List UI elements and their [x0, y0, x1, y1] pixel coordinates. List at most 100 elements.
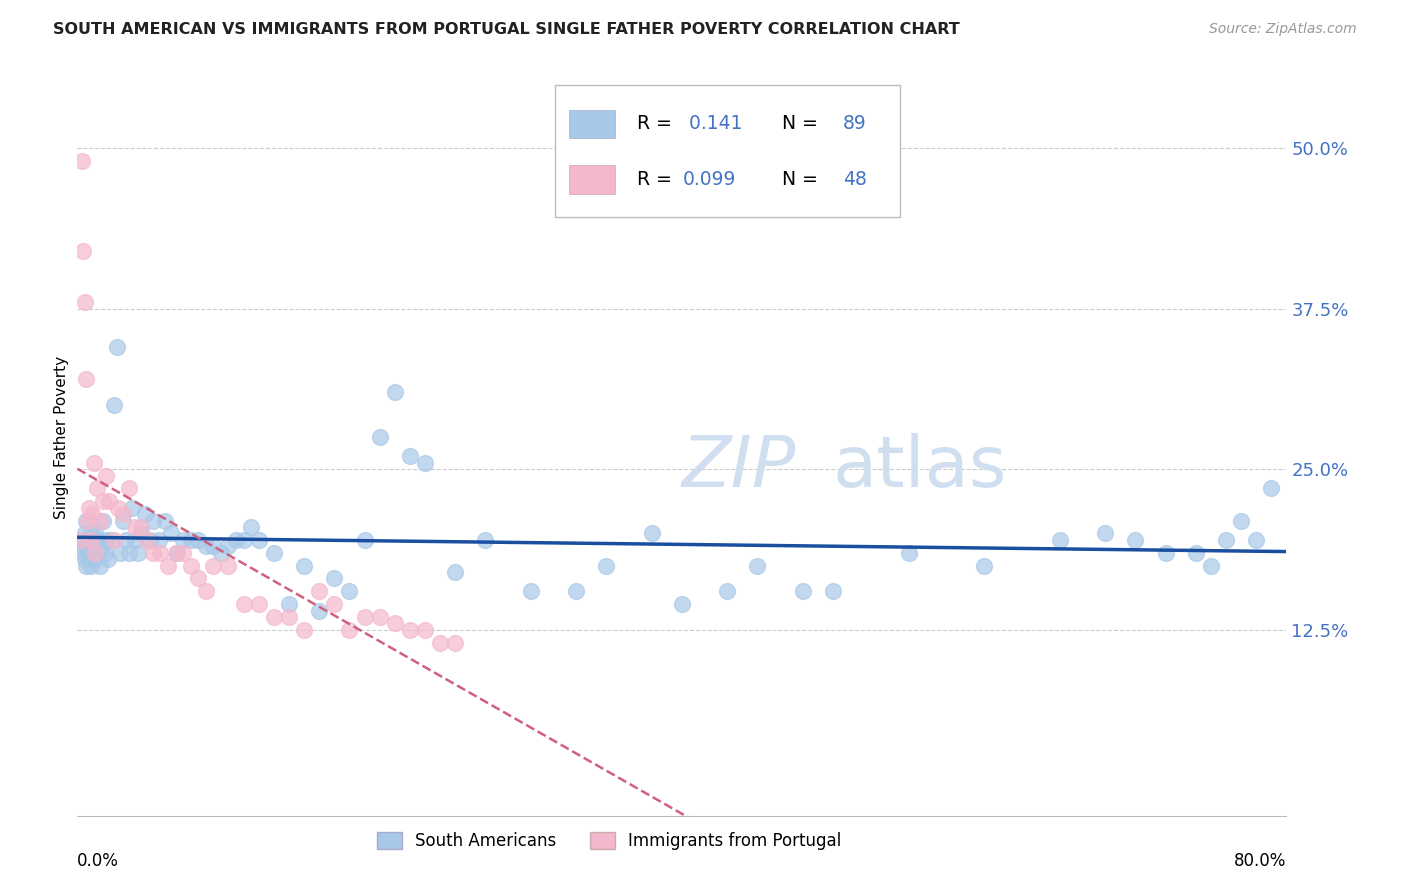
- Point: [166, 546, 188, 560]
- Point: [353, 533, 375, 547]
- Point: [240, 520, 263, 534]
- Point: [105, 340, 128, 354]
- Text: SOUTH AMERICAN VS IMMIGRANTS FROM PORTUGAL SINGLE FATHER POVERTY CORRELATION CHA: SOUTH AMERICAN VS IMMIGRANTS FROM PORTUG…: [53, 22, 960, 37]
- Point: [1154, 546, 1177, 560]
- Point: [79, 533, 101, 547]
- Point: [72, 244, 94, 258]
- Point: [792, 584, 814, 599]
- Point: [148, 533, 170, 547]
- Point: [118, 546, 141, 560]
- Point: [72, 546, 94, 560]
- Text: 48: 48: [842, 169, 866, 189]
- Point: [80, 533, 103, 547]
- Point: [114, 533, 136, 547]
- Point: [323, 571, 346, 585]
- Point: [278, 597, 301, 611]
- FancyBboxPatch shape: [569, 110, 616, 138]
- Point: [157, 558, 180, 573]
- Point: [73, 552, 96, 566]
- Point: [218, 539, 240, 553]
- Point: [337, 623, 360, 637]
- Text: 89: 89: [842, 114, 866, 134]
- Point: [202, 539, 225, 553]
- Point: [87, 533, 110, 547]
- Point: [142, 514, 165, 528]
- Point: [641, 526, 664, 541]
- Point: [75, 514, 97, 528]
- Point: [84, 526, 107, 541]
- Point: [153, 514, 176, 528]
- Point: [897, 546, 920, 560]
- Point: [232, 533, 254, 547]
- Point: [353, 610, 375, 624]
- Point: [821, 584, 844, 599]
- Point: [160, 526, 183, 541]
- Text: 0.141: 0.141: [683, 114, 742, 134]
- Point: [292, 623, 315, 637]
- Point: [444, 636, 467, 650]
- Point: [747, 558, 769, 573]
- Point: [1230, 514, 1253, 528]
- FancyBboxPatch shape: [569, 165, 616, 194]
- Text: 0.099: 0.099: [683, 169, 737, 189]
- Point: [716, 584, 738, 599]
- Point: [96, 552, 118, 566]
- Point: [90, 539, 112, 553]
- Point: [135, 533, 157, 547]
- Point: [172, 546, 194, 560]
- Point: [399, 450, 422, 464]
- Text: N =: N =: [770, 114, 824, 134]
- Point: [384, 385, 406, 400]
- Text: ZIP: ZIP: [682, 433, 796, 502]
- Point: [384, 616, 406, 631]
- Point: [180, 533, 202, 547]
- Point: [94, 468, 117, 483]
- Point: [308, 603, 330, 617]
- Point: [70, 539, 93, 553]
- Point: [118, 482, 141, 496]
- Point: [263, 546, 285, 560]
- Point: [337, 584, 360, 599]
- Text: 80.0%: 80.0%: [1234, 852, 1286, 871]
- Point: [80, 558, 103, 573]
- Point: [98, 494, 121, 508]
- Point: [202, 558, 225, 573]
- Point: [129, 520, 152, 534]
- Y-axis label: Single Father Poverty: Single Father Poverty: [53, 356, 69, 518]
- Point: [194, 539, 217, 553]
- Point: [218, 558, 240, 573]
- Point: [82, 546, 104, 560]
- Point: [103, 533, 125, 547]
- Point: [91, 494, 114, 508]
- Point: [69, 533, 91, 547]
- Point: [77, 546, 100, 560]
- Point: [91, 514, 114, 528]
- Point: [209, 546, 232, 560]
- Point: [79, 552, 101, 566]
- Point: [1094, 526, 1116, 541]
- Point: [368, 430, 391, 444]
- Legend: South Americans, Immigrants from Portugal: South Americans, Immigrants from Portuga…: [370, 826, 848, 857]
- Point: [1260, 482, 1282, 496]
- Point: [73, 526, 96, 541]
- Point: [86, 482, 108, 496]
- Point: [368, 610, 391, 624]
- Text: N =: N =: [770, 169, 824, 189]
- Point: [107, 500, 129, 515]
- Point: [69, 533, 91, 547]
- Point: [973, 558, 995, 573]
- Point: [149, 546, 172, 560]
- Point: [79, 500, 101, 515]
- Point: [225, 533, 247, 547]
- Point: [77, 514, 100, 528]
- Point: [1184, 546, 1206, 560]
- Point: [399, 623, 422, 637]
- Point: [671, 597, 693, 611]
- Point: [111, 514, 134, 528]
- Point: [1246, 533, 1268, 547]
- Point: [429, 636, 451, 650]
- Point: [89, 514, 111, 528]
- Point: [84, 546, 107, 560]
- Point: [232, 597, 254, 611]
- Point: [100, 533, 122, 547]
